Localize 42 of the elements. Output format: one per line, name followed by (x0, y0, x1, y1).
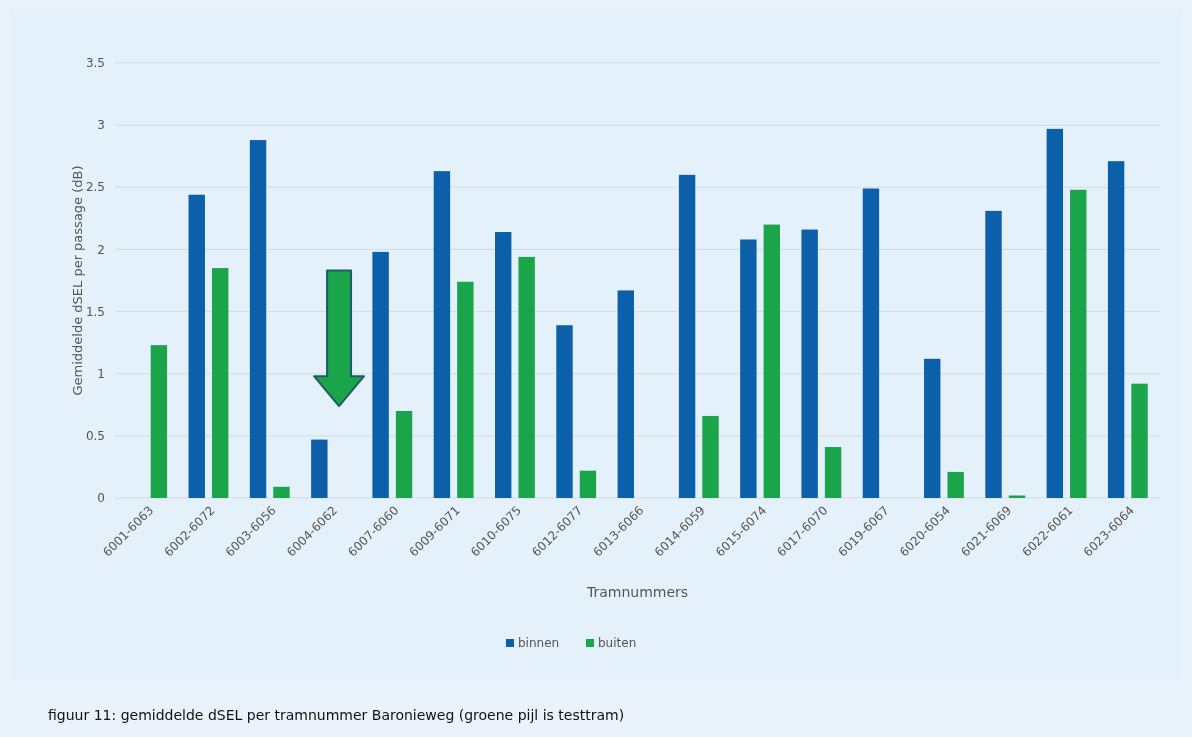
bar (1046, 128, 1064, 498)
bar (579, 470, 597, 498)
bar (1070, 189, 1087, 498)
bar (1131, 383, 1148, 498)
bar (249, 140, 267, 498)
bar (495, 232, 512, 498)
bar (395, 411, 413, 498)
bar (763, 224, 780, 498)
bar (740, 239, 757, 498)
bar (518, 256, 535, 498)
y-tick-label: 0.5 (85, 429, 105, 444)
bar (824, 447, 842, 498)
y-tick-label: 3.5 (85, 56, 105, 71)
bar (985, 210, 1002, 498)
bar (273, 486, 290, 498)
y-tick-label: 1 (97, 366, 105, 381)
bar (433, 171, 451, 498)
bar (678, 174, 696, 498)
bar (188, 194, 205, 498)
bar (556, 325, 573, 498)
y-tick-label: 2.5 (85, 180, 105, 195)
bar (457, 281, 474, 498)
legend-label: binnen (518, 636, 560, 651)
bar (862, 188, 880, 498)
bar (150, 345, 168, 498)
bar (801, 229, 818, 498)
bar (947, 471, 964, 498)
y-axis-title: Gemiddelde dSEL per passage (dB) (70, 165, 85, 396)
y-tick-label: 1.5 (85, 304, 105, 319)
y-tick-label: 3 (97, 118, 105, 133)
legend-label: buiten (598, 636, 637, 651)
x-axis-title: Tramnummers (585, 584, 689, 600)
bar (617, 290, 634, 498)
bar (211, 268, 229, 498)
bar (311, 439, 328, 498)
text: figuur 11: gemiddelde dSEL per tramnummer Baronieweg (groene pijl is testtram) (48, 707, 625, 723)
bar (924, 358, 941, 498)
y-tick-label: 0 (97, 491, 105, 506)
y-tick-label: 2 (97, 242, 105, 257)
bar (1107, 161, 1125, 498)
bar (372, 251, 389, 498)
bar (702, 415, 719, 498)
